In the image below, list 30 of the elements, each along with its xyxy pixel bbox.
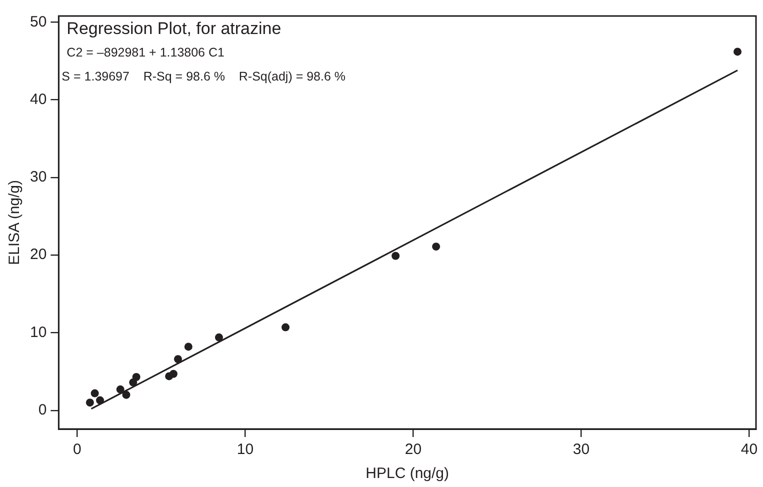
- point: [392, 252, 400, 260]
- x-tick-label: 0: [72, 441, 82, 458]
- annotation: S = 1.39697 R-Sq = 98.6 % R-Sq(adj) = 98.6 %: [62, 70, 346, 84]
- chart-title: Regression Plot, for atrazine: [66, 19, 282, 38]
- y-tick-label: 20: [30, 246, 47, 264]
- point: [86, 398, 94, 407]
- point: [184, 342, 192, 351]
- point: [96, 396, 104, 404]
- x-tick-label: 40: [740, 441, 758, 458]
- annotation: C2 = –892981 + 1.13806 C1: [66, 46, 224, 60]
- point: [734, 48, 742, 56]
- x-axis-title: HPLC (ng/g): [366, 465, 450, 482]
- x-tick-label: 30: [572, 441, 590, 458]
- point: [90, 389, 99, 398]
- point: [169, 370, 178, 378]
- y-tick-label: 50: [30, 13, 47, 30]
- y-tick-label: 30: [30, 168, 47, 186]
- point: [122, 390, 130, 399]
- point: [116, 385, 124, 394]
- point: [282, 323, 290, 332]
- y-axis-title: ELISA (ng/g): [6, 180, 24, 266]
- x-tick-label: 20: [404, 441, 422, 458]
- point: [174, 355, 182, 364]
- point: [132, 372, 140, 381]
- x-tick-label: 10: [236, 441, 254, 458]
- y-tick-label: 10: [30, 324, 47, 341]
- y-tick-label: 0: [38, 402, 47, 419]
- point: [432, 242, 440, 251]
- point: [214, 333, 223, 342]
- y-tick-label: 40: [30, 90, 47, 108]
